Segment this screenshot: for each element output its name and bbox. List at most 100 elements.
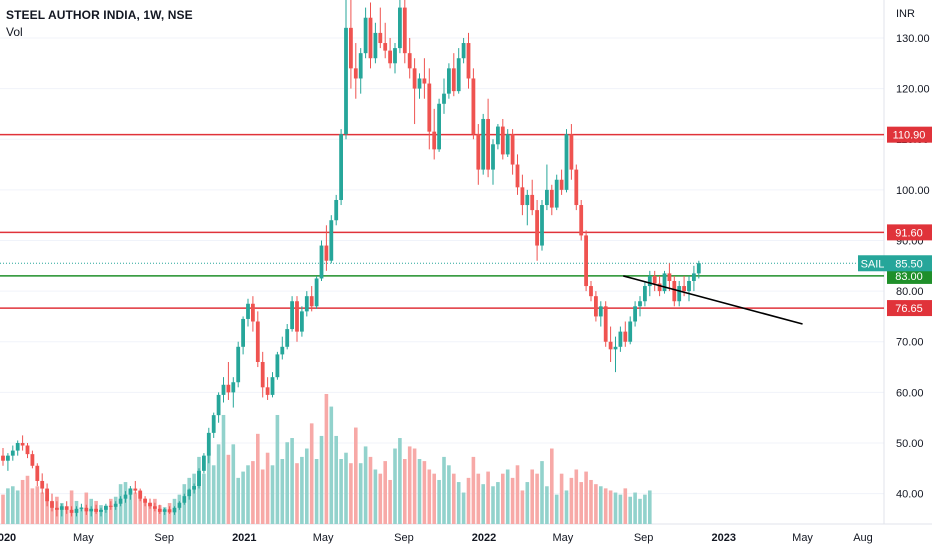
candle-body [378,32,383,44]
volume-indicator-label[interactable]: Vol [6,25,23,39]
candle-body [344,27,348,135]
last-price-tag [887,255,932,272]
volume-bar [40,492,44,524]
candle-body [148,502,152,507]
candle-body [99,509,103,512]
candle-body [182,496,187,503]
candle-body [589,286,593,297]
candle-body [255,321,260,362]
volume-bar [525,482,530,524]
candle-body [59,506,64,510]
volume-bar [403,459,407,524]
volume-bar [354,427,358,524]
candle-body [20,442,25,446]
volume-bar [64,509,69,524]
candle-body [407,53,412,69]
horizontal-levels[interactable] [0,133,884,309]
volume-bar [613,492,618,524]
volume-bar [1,494,5,524]
volume-bar [452,473,456,524]
price-tick-label: 40.00 [896,489,924,501]
volume-bar [20,479,25,524]
price-axis[interactable]: INR 40.0050.0060.0070.0080.0090.00100.00… [896,8,930,501]
volume-bar [471,456,476,524]
volume-bar [550,448,554,524]
volume-bar [290,438,294,524]
time-tick-label: 2020 [0,532,16,544]
candle-body [280,346,285,355]
candle-body [211,415,216,433]
volume-bar [45,496,49,524]
price-tags: 110.90 91.60 83.00 76.65 SAIL 85.50 [858,126,932,317]
volume-bar [648,490,652,524]
volume-bar [579,482,583,524]
volume-bar [275,414,280,524]
candle-body [569,134,574,170]
candle-body [363,17,368,54]
candle-body [329,220,334,261]
candle-body [133,488,138,491]
candle-body [505,134,510,155]
volume-bar [143,498,147,524]
volume-bar [123,482,128,524]
volume-bar [314,459,319,524]
candle-body [559,179,564,190]
candle-body [177,502,182,508]
volume-bar [226,454,231,524]
candle-body [197,470,201,487]
volume-bar [202,473,206,524]
level-price-tag [887,300,932,317]
volume-bar [564,490,569,524]
candle-body [260,361,265,388]
volume-bar [505,469,510,524]
volume-bar [11,486,15,524]
candle-body [25,445,30,455]
volume-bar [30,488,35,524]
candle-body [324,245,329,261]
candle-body [500,126,505,155]
volume-bar [79,507,84,524]
candle-body [692,273,696,281]
volume-bar [530,469,534,524]
volume-bar [207,452,211,524]
candle-body [231,382,236,393]
candle-body [510,134,515,165]
candles [1,0,701,517]
price-tick-label: 100.00 [896,185,930,197]
candle-body [496,126,500,145]
time-tick-label: 2021 [232,532,256,544]
trendline[interactable] [623,275,803,325]
volume-bar [486,471,490,524]
trendline-group[interactable] [623,275,803,325]
candle-body [64,506,69,510]
volume-bar [417,459,422,524]
volume-bar [378,473,383,524]
time-axis[interactable]: 2020 May Sep 2021 May Sep 2022 May Sep 2023 May Aug [0,532,873,544]
volume-bar [437,479,441,524]
volume-bar [260,469,265,524]
volume-bar [540,461,544,524]
candle-body [383,43,388,51]
candle-body [45,488,49,502]
candle-body [40,480,45,489]
candle-body [486,118,490,170]
candle-body [226,384,231,393]
volume-bar [559,473,564,524]
volume-bar [589,479,593,524]
candle-body [113,503,118,507]
volume-bar [162,507,167,524]
volume-bar [104,507,108,524]
candle-body [221,384,226,395]
candle-body [368,17,373,59]
candle-body [657,283,662,292]
volume-bar [251,461,255,524]
volume-bar [295,463,299,524]
candle-body [584,235,588,287]
volume-bar [344,452,348,524]
candle-body [30,454,35,466]
candle-body [564,134,569,190]
volume-bar [569,477,574,524]
volume-bar [305,448,309,524]
volume-bar [216,444,221,524]
